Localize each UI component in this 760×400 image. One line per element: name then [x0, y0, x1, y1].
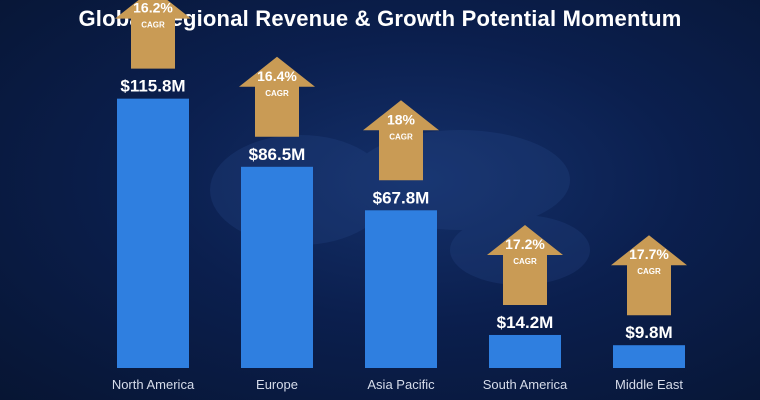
cagr-arrow: [115, 0, 191, 69]
bar-value-label: $67.8M: [373, 188, 430, 207]
category-label: Middle East: [615, 377, 683, 392]
cagr-caption: CAGR: [141, 21, 165, 30]
category-label: Asia Pacific: [367, 377, 435, 392]
cagr-value-label: 17.2%: [505, 236, 545, 252]
cagr-caption: CAGR: [513, 257, 537, 266]
bar-value-label: $115.8M: [120, 77, 185, 96]
cagr-caption: CAGR: [637, 267, 661, 276]
cagr-value-label: 18%: [387, 111, 416, 127]
bar-europe: [241, 166, 313, 368]
cagr-arrow: [363, 100, 439, 181]
cagr-caption: CAGR: [389, 132, 413, 141]
bar-south-america: [489, 334, 561, 368]
bar-north-america: [117, 98, 189, 368]
bar-value-label: $9.8M: [625, 323, 672, 342]
cagr-value-label: 16.2%: [133, 0, 173, 16]
bar-value-label: $86.5M: [249, 145, 306, 164]
bar-asia-pacific: [365, 210, 437, 368]
cagr-value-label: 17.7%: [629, 246, 669, 262]
bar-value-label: $14.2M: [497, 313, 554, 332]
cagr-arrow: [487, 224, 563, 305]
cagr-caption: CAGR: [265, 89, 289, 98]
cagr-arrow: [239, 56, 315, 137]
bar-middle-east: [613, 345, 685, 368]
cagr-arrow: [611, 235, 687, 316]
cagr-value-label: 16.4%: [257, 68, 297, 84]
category-label: North America: [112, 377, 195, 392]
category-label: Europe: [256, 377, 298, 392]
category-label: South America: [483, 377, 568, 392]
